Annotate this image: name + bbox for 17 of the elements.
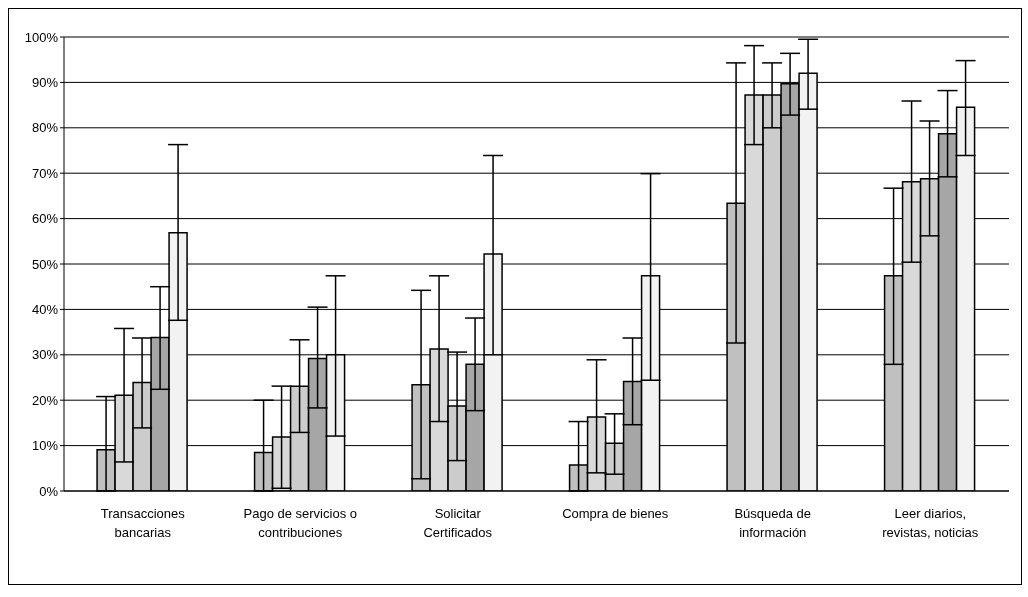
y-tick-label: 60% [31, 211, 59, 227]
y-tick-label: 100% [24, 29, 59, 45]
y-tick-label: 10% [31, 438, 59, 454]
y-tick-label: 80% [31, 120, 59, 136]
y-tick-label: 0% [39, 483, 59, 499]
x-tick-label: Solicitar Certificados [423, 506, 493, 541]
y-tick-label: 50% [31, 256, 59, 272]
y-tick-label: 40% [31, 302, 59, 318]
y-tick-label: 20% [31, 392, 59, 408]
y-tick-label: 70% [31, 165, 59, 181]
x-tick-label: Búsqueda de información [734, 506, 812, 541]
y-tick-label: 30% [31, 347, 59, 363]
x-tick-label: Pago de servicios o contribuciones [243, 506, 357, 541]
x-tick-label: Leer diarios, revistas, noticias [882, 506, 979, 541]
x-tick-label: Compra de bienes [562, 506, 669, 522]
y-tick-label: 90% [31, 75, 59, 91]
x-tick-label: Transacciones bancarias [100, 506, 186, 541]
